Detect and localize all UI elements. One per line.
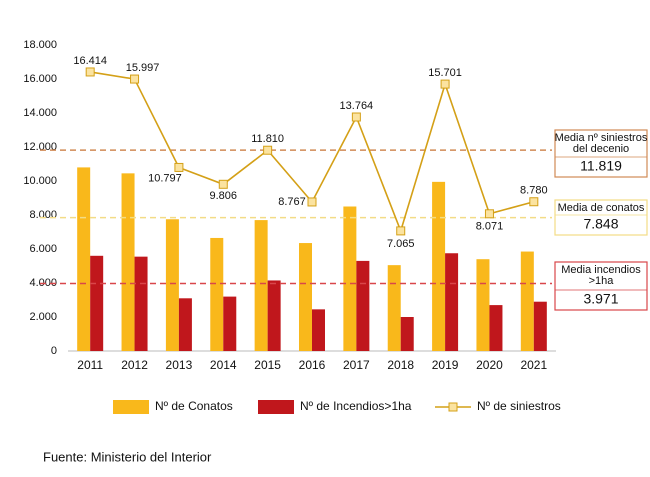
legend-label: Nº de Conatos [155, 399, 233, 413]
bar [312, 309, 325, 351]
bar [533, 301, 547, 351]
data-label: 8.780 [520, 185, 548, 197]
y-tick-label: 18.000 [23, 39, 57, 51]
bar [400, 317, 414, 351]
bar [254, 220, 268, 351]
bar [77, 167, 91, 351]
reference-label: del decenio [573, 143, 629, 155]
y-tick-label: 0 [51, 345, 57, 357]
x-tick-label: 2015 [254, 358, 281, 372]
data-label: 16.414 [73, 55, 107, 67]
reference-label: Media incendios [561, 264, 641, 276]
legend-label: Nº de Incendios>1ha [300, 399, 412, 413]
data-label: 15.997 [126, 62, 160, 74]
x-tick-label: 2016 [299, 358, 326, 372]
marker [218, 179, 228, 189]
y-tick-label: 6.000 [29, 243, 57, 255]
bar [489, 305, 503, 351]
y-tick-label: 12.000 [23, 141, 57, 153]
data-label: 15.701 [428, 67, 462, 79]
legend-swatch [258, 400, 294, 414]
marker [307, 197, 317, 207]
x-tick-label: 2012 [121, 358, 148, 372]
bar [445, 253, 459, 351]
bar [387, 265, 401, 351]
legend-label: Nº de siniestros [477, 399, 561, 413]
data-label: 8.071 [476, 221, 504, 233]
legend-swatch [113, 400, 149, 414]
bar [356, 260, 370, 351]
y-tick-label: 8.000 [29, 209, 57, 221]
bar [520, 251, 534, 351]
line [90, 71, 535, 234]
marker [85, 67, 95, 77]
bar [343, 206, 357, 351]
data-label: 10.797 [148, 172, 182, 184]
marker [529, 197, 539, 207]
x-tick-label: 2017 [343, 358, 370, 372]
y-tick-label: 16.000 [23, 73, 57, 85]
data-label: 8.767 [278, 196, 306, 208]
reference-box [554, 199, 648, 236]
marker [130, 74, 140, 84]
legend-marker [448, 402, 458, 412]
bar [90, 255, 104, 351]
reference-label: Media de conatos [558, 202, 645, 214]
x-tick-label: 2021 [520, 358, 547, 372]
reference-label: >1ha [589, 275, 615, 287]
y-tick-label: 14.000 [23, 107, 57, 119]
bar [121, 173, 135, 351]
bar [299, 243, 312, 351]
bar [476, 259, 490, 351]
x-tick-label: 2014 [210, 358, 237, 372]
bar [165, 219, 179, 351]
data-label: 13.764 [340, 100, 374, 112]
bar [178, 298, 192, 351]
source: Fuente: Ministerio del Interior [43, 449, 212, 464]
data-label: 7.065 [387, 238, 415, 250]
data-label: 9.806 [210, 190, 238, 202]
bar [210, 237, 224, 351]
marker [174, 162, 184, 172]
data-label: 11.810 [251, 133, 284, 145]
marker [396, 226, 406, 236]
reference-value: 11.819 [580, 158, 622, 174]
x-tick-label: 2020 [476, 358, 503, 372]
marker [440, 79, 450, 89]
x-tick-label: 2018 [387, 358, 414, 372]
x-tick-label: 2019 [432, 358, 459, 372]
reference-value: 7.848 [583, 216, 618, 232]
y-tick-label: 2.000 [29, 311, 57, 323]
x-tick-label: 2011 [77, 358, 103, 372]
bar [223, 296, 237, 351]
reference-label: Media nº siniestros [555, 132, 648, 144]
marker [484, 209, 494, 219]
reference-box [554, 261, 648, 311]
bar [432, 181, 446, 351]
marker [351, 112, 361, 122]
y-tick-label: 10.000 [23, 175, 57, 187]
bar [267, 280, 281, 351]
reference-box [554, 129, 648, 178]
bar [134, 256, 148, 351]
reference-value: 3.971 [583, 291, 618, 307]
marker [263, 145, 273, 155]
x-tick-label: 2013 [166, 358, 193, 372]
